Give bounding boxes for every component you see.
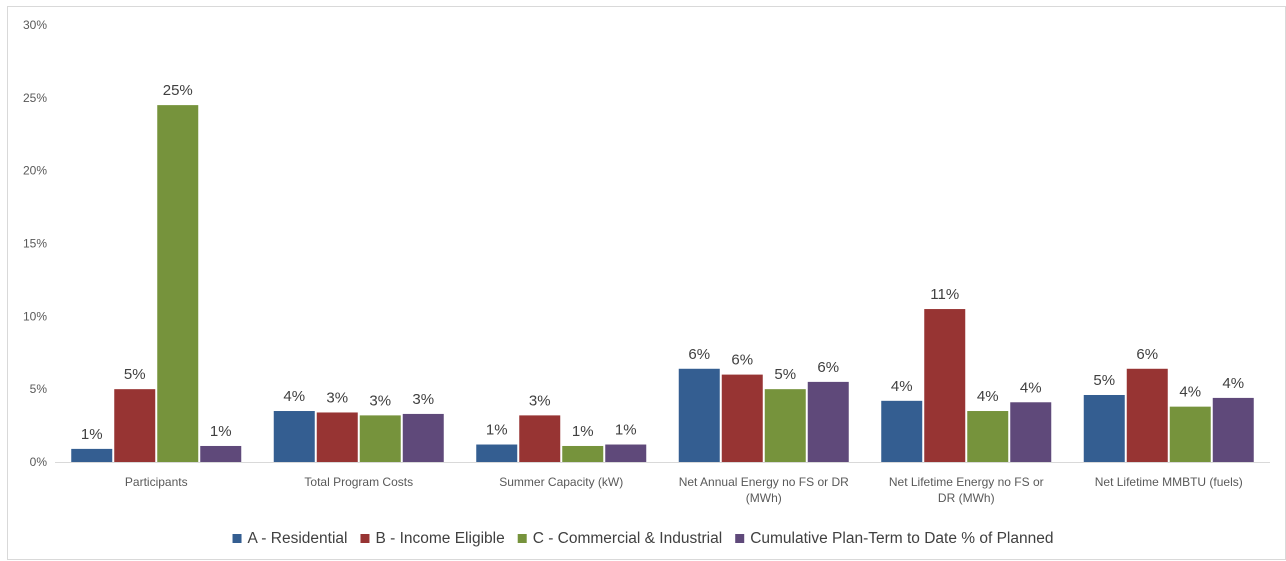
y-tick-label: 0%: [30, 455, 48, 469]
y-tick-label: 25%: [23, 91, 47, 105]
bar: [71, 448, 113, 462]
data-label: 5%: [1093, 372, 1115, 389]
data-label: 4%: [1222, 375, 1244, 392]
category-label: (MWh): [746, 491, 782, 505]
data-label: 4%: [1179, 384, 1201, 401]
bar: [967, 411, 1009, 462]
data-label: 3%: [369, 392, 391, 409]
data-label: 4%: [283, 388, 305, 405]
bar: [476, 444, 518, 462]
category-label: Net Lifetime Energy no FS or: [889, 475, 1044, 489]
legend-marker: [232, 534, 242, 543]
bar: [157, 105, 199, 462]
bar: [764, 389, 806, 462]
y-tick-label: 20%: [23, 164, 47, 178]
y-tick-label: 10%: [23, 309, 47, 323]
legend-label: A - Residential: [248, 530, 348, 547]
data-label: 1%: [572, 423, 594, 440]
category-label: Summer Capacity (kW): [499, 475, 623, 489]
bar: [1169, 406, 1211, 462]
bar: [359, 415, 401, 462]
data-label: 4%: [1020, 379, 1042, 396]
data-label: 1%: [81, 426, 103, 443]
bar: [678, 368, 720, 462]
data-label: 6%: [817, 359, 839, 376]
y-tick-label: 15%: [23, 237, 47, 251]
data-label: 1%: [210, 423, 232, 440]
data-label: 3%: [412, 391, 434, 408]
bar: [881, 400, 923, 462]
bar: [807, 381, 849, 462]
bar: [562, 445, 604, 462]
bar: [519, 415, 561, 462]
legend-label: Cumulative Plan-Term to Date % of Planne…: [750, 530, 1053, 547]
y-tick-label: 5%: [30, 382, 48, 396]
legend-label: C - Commercial & Industrial: [533, 530, 723, 547]
data-label: 1%: [486, 422, 508, 439]
data-label: 4%: [977, 388, 999, 405]
y-tick-label: 30%: [23, 18, 47, 32]
bar: [1212, 397, 1254, 462]
category-label: Net Lifetime MMBTU (fuels): [1095, 475, 1243, 489]
data-label: 1%: [615, 422, 637, 439]
data-label: 6%: [731, 352, 753, 369]
data-label: 11%: [930, 286, 959, 303]
bar: [924, 309, 966, 462]
bar: [114, 389, 156, 462]
bar: [605, 444, 647, 462]
bar: [1083, 394, 1125, 462]
bar: [200, 445, 242, 462]
legend-marker: [360, 534, 370, 543]
bar: [316, 412, 358, 462]
data-label: 25%: [163, 82, 193, 99]
data-label: 3%: [529, 392, 551, 409]
data-label: 4%: [891, 378, 913, 395]
bar: [273, 411, 315, 462]
category-label: Total Program Costs: [304, 475, 413, 489]
data-label: 5%: [124, 366, 146, 383]
bar: [1126, 368, 1168, 462]
data-label: 6%: [688, 346, 710, 363]
category-label: Participants: [125, 475, 188, 489]
bar: [1010, 402, 1052, 462]
bar: [721, 374, 763, 462]
data-label: 3%: [326, 389, 348, 406]
data-label: 5%: [774, 366, 796, 383]
category-label: DR (MWh): [938, 491, 995, 505]
legend-marker: [517, 534, 527, 543]
category-label: Net Annual Energy no FS or DR: [679, 475, 849, 489]
data-label: 6%: [1136, 346, 1158, 363]
bar: [402, 413, 444, 462]
legend-label: B - Income Eligible: [375, 530, 504, 547]
legend-marker: [735, 534, 745, 543]
